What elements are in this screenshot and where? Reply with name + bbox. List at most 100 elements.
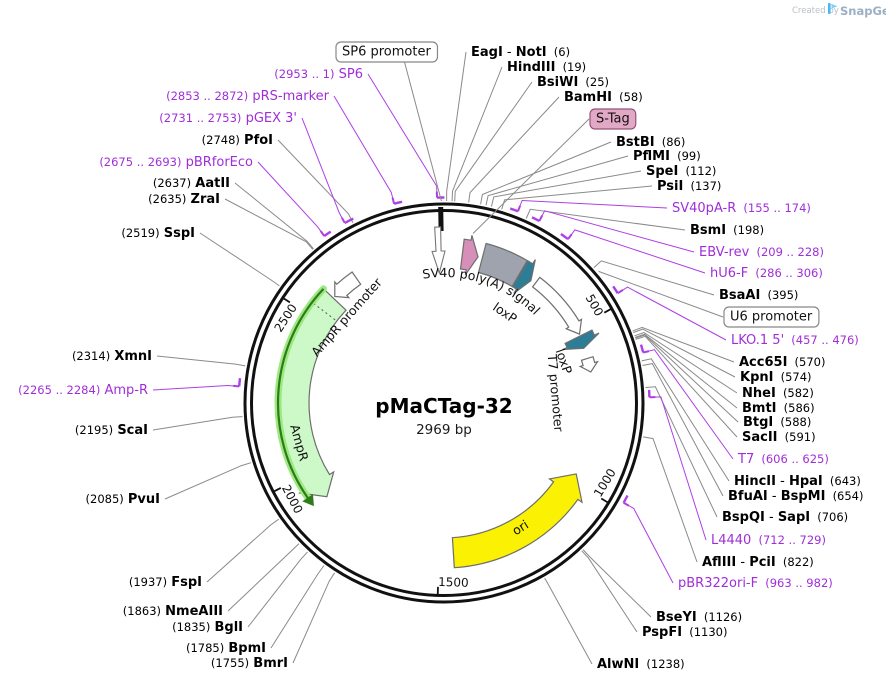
leader-bstbi [480,141,612,205]
feature-label-box-u6-promoter [723,306,820,328]
primer-leader-pbr322ori-f [626,504,674,584]
primer-leader-sv40pa-r [518,199,668,209]
leader-alwni [544,577,593,665]
primer-mark-sv40pa-r [509,207,519,213]
leader-kpni [633,328,736,378]
watermark-brand: SnapGene [840,4,886,18]
enzyme-label-psii: PsiI (137) [657,179,721,194]
enzyme-label-nmeaiii: (1863) NmeAIII [123,604,223,619]
primer-label-prs-marker: (2853 .. 2872) pRS-marker [166,89,330,104]
feature-label-sp6-promoter: SP6 promoter [342,45,431,60]
plasmid-name: pMaCTag-32 [375,394,512,418]
enzyme-label-nhei: NheI (582) [742,386,814,401]
feature-s-tag [459,235,479,276]
enzyme-label-acc65i: Acc65I (570) [739,355,825,370]
leader-sspi [199,232,280,287]
primer-mark-pbr322ori-f [622,494,629,504]
primer-mark-prs-marker [393,200,403,205]
enzyme-label-zrai: (2635) ZraI [148,192,220,207]
primer-leader-pbrforeco [257,161,323,234]
primer-leader-lko-1-5 [620,286,727,341]
enzyme-label-bsmi: BsmI (198) [690,223,764,238]
feature-sp6-promoter-arrow [431,226,446,276]
enzyme-label-bgli: (1835) BglI [172,620,243,635]
feature-ampr-promoter [334,271,362,299]
primer-mark-ebv-rev [531,216,540,223]
primer-mark-t7 [639,344,645,353]
inner-label-loxp: loxP [490,299,520,326]
leader-bsiwi [454,81,533,202]
primer-label-amp-r: (2265 .. 2284) Amp-R [18,383,148,398]
enzyme-label-bmri: (1755) BmrI [211,656,288,671]
leader-bsmi [525,208,686,231]
feature-label-s-tag: S-Tag [596,112,630,127]
ampr-direction-arrowhead [302,493,314,507]
primer-leader-l4440 [652,396,707,541]
feature-leader-u6-promoter [598,270,724,318]
leader-fspi [206,518,280,583]
enzyme-label-bfuai-bspmi: BfuAI - BspMI (654) [728,489,864,504]
enzyme-label-pflmi: PflMI (99) [633,149,701,164]
feature-label-u6-promoter: U6 promoter [730,310,813,325]
primer-mark-amp-r [238,378,242,387]
leader-bspqi-sapi [645,386,718,518]
leader-acc65i [632,326,735,363]
enzyme-label-sspi: (2519) SspI [121,226,195,241]
primer-label-l4440: L4440 (712 .. 729) [711,533,826,548]
enzyme-label-xmni: (2314) XmnI [72,349,152,364]
leader-eagi-noti [446,51,467,202]
leader-bsaai [593,260,715,296]
enzyme-label-pfoi: (2748) PfoI [202,133,273,148]
leader-pflmi [485,155,629,206]
backbone-inner-ring [250,209,638,597]
primer-leader-hu6-f [569,229,706,274]
leader-bamhi [468,96,560,203]
enzyme-label-bmti: BmtI (586) [742,401,815,416]
primer-label-hu6-f: hU6-F (286 .. 306) [710,266,823,281]
primer-leader-ebv-rev [540,210,695,253]
leader-spei [490,170,642,207]
leader-pvui [164,462,252,500]
primer-label-pbr322ori-f: pBR322ori-F (963 .. 982) [678,576,833,591]
leader-bmri [292,572,336,664]
ampr-direction-arc [276,288,325,499]
leader-psii [501,185,653,210]
tick-1000 [600,497,609,504]
enzyme-label-bsaai: BsaAI (395) [719,288,798,303]
watermark: Created by SnapGene [792,3,886,18]
primer-mark-pbrforeco [323,230,332,237]
primer-label-pgex-3: (2731 .. 2753) pGEX 3' [159,111,297,126]
enzyme-label-bsiwi: BsiWI (25) [537,75,609,90]
leader-bpmi [270,565,325,649]
backbone-outer-ring [243,202,645,604]
feature-label-box-sp6-promoter [335,41,439,63]
feature-u6-promoter [531,276,583,335]
leader-aatii [234,182,314,250]
enzyme-label-sacii: SacII (591) [742,430,816,445]
enzyme-label-aatii: (2637) AatII [153,176,230,191]
enzyme-label-pvui: (2085) PvuI [86,492,160,507]
primer-leader-t7 [646,349,734,460]
leader-sacii [635,335,738,438]
leader-bfuai-bspmi [642,363,724,497]
curved-label-path [359,277,568,379]
leader-afliii-pcii [643,436,698,563]
primer-leader-prs-marker [333,95,394,201]
leader-nmeaiii [227,543,300,612]
leader-scai [152,416,243,431]
enzyme-label-bstbi: BstBI (86) [616,135,685,150]
primer-label-lko-1-5: LKO.1 5' (457 .. 476) [731,333,859,348]
primer-leader-sp6 [367,73,438,195]
feature-label-box-s-tag [589,108,637,130]
primer-mark-lko-1-5 [612,285,619,294]
watermark-created-by: Created by [792,6,839,16]
leader-zrai [224,198,314,250]
primer-leader-pgex-3 [301,117,344,221]
leader-pspfi [581,550,638,633]
enzyme-label-btgi: BtgI (588) [743,415,811,430]
inner-label-t7-promoter: T7 promoter [545,353,567,433]
tick-2000 [273,487,282,493]
